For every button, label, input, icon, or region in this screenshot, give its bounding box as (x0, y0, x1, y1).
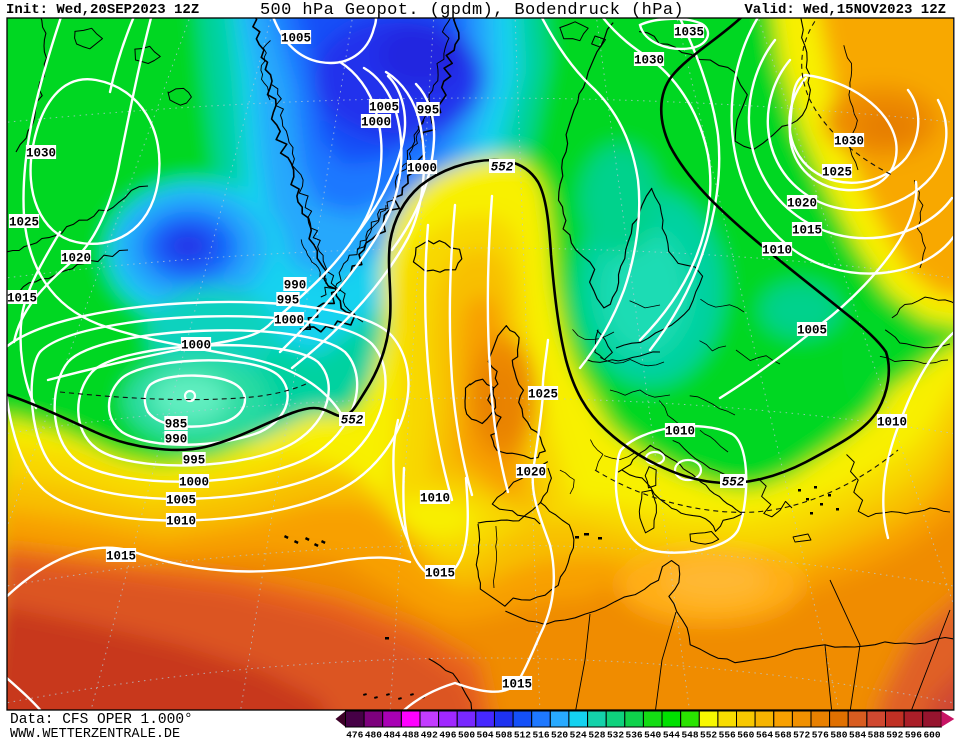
svg-text:995: 995 (277, 294, 300, 308)
svg-text:552: 552 (722, 476, 745, 490)
svg-text:1030: 1030 (26, 147, 56, 161)
svg-text:556: 556 (719, 730, 736, 741)
svg-text:1000: 1000 (274, 314, 304, 328)
svg-text:516: 516 (532, 730, 549, 741)
svg-text:1030: 1030 (634, 54, 664, 68)
svg-text:484: 484 (384, 730, 401, 741)
svg-text:584: 584 (849, 730, 866, 741)
svg-text:WWW.WETTERZENTRALE.DE: WWW.WETTERZENTRALE.DE (10, 727, 180, 741)
svg-text:532: 532 (607, 730, 624, 741)
svg-text:500: 500 (458, 730, 475, 741)
svg-text:Data: CFS OPER 1.000°: Data: CFS OPER 1.000° (10, 712, 193, 728)
svg-text:540: 540 (644, 730, 661, 741)
svg-text:1035: 1035 (674, 26, 704, 40)
svg-text:1025: 1025 (9, 216, 39, 230)
svg-text:552: 552 (700, 730, 717, 741)
svg-text:592: 592 (886, 730, 903, 741)
svg-text:1025: 1025 (528, 388, 558, 402)
svg-text:552: 552 (491, 161, 514, 175)
svg-text:564: 564 (756, 730, 773, 741)
svg-text:1000: 1000 (181, 339, 211, 353)
svg-text:512: 512 (514, 730, 531, 741)
svg-text:1015: 1015 (106, 550, 136, 564)
svg-text:990: 990 (165, 433, 188, 447)
svg-text:548: 548 (681, 730, 698, 741)
svg-text:1005: 1005 (166, 494, 196, 508)
svg-text:1020: 1020 (61, 252, 91, 266)
svg-text:1020: 1020 (787, 197, 817, 211)
svg-text:1025: 1025 (822, 166, 852, 180)
svg-text:1020: 1020 (516, 466, 546, 480)
svg-text:990: 990 (284, 279, 307, 293)
svg-text:552: 552 (341, 414, 364, 428)
svg-text:524: 524 (570, 730, 587, 741)
svg-text:536: 536 (626, 730, 643, 741)
svg-text:Init: Wed,20SEP2023 12Z: Init: Wed,20SEP2023 12Z (6, 2, 199, 18)
svg-text:1000: 1000 (407, 162, 437, 176)
svg-text:995: 995 (417, 104, 440, 118)
svg-text:1005: 1005 (369, 101, 399, 115)
svg-text:1015: 1015 (425, 567, 455, 581)
svg-text:476: 476 (346, 730, 363, 741)
svg-text:520: 520 (551, 730, 568, 741)
svg-text:1005: 1005 (797, 324, 827, 338)
svg-text:560: 560 (737, 730, 754, 741)
svg-text:488: 488 (402, 730, 419, 741)
svg-text:995: 995 (183, 454, 206, 468)
svg-text:1005: 1005 (281, 32, 311, 46)
svg-text:568: 568 (775, 730, 792, 741)
svg-text:508: 508 (495, 730, 512, 741)
svg-text:580: 580 (830, 730, 847, 741)
svg-text:1010: 1010 (420, 492, 450, 506)
svg-text:544: 544 (663, 730, 680, 741)
svg-text:528: 528 (588, 730, 605, 741)
svg-text:500 hPa Geopot. (gpdm), Bodend: 500 hPa Geopot. (gpdm), Bodendruck (hPa) (260, 1, 684, 20)
svg-text:600: 600 (923, 730, 940, 741)
svg-text:1010: 1010 (762, 244, 792, 258)
svg-text:1000: 1000 (361, 116, 391, 130)
svg-text:572: 572 (793, 730, 810, 741)
svg-text:1015: 1015 (502, 678, 532, 692)
svg-text:985: 985 (165, 418, 188, 432)
svg-text:1030: 1030 (834, 135, 864, 149)
svg-text:1015: 1015 (792, 224, 822, 238)
svg-text:Valid: Wed,15NOV2023 12Z: Valid: Wed,15NOV2023 12Z (744, 2, 946, 18)
svg-text:1015: 1015 (7, 292, 37, 306)
svg-text:1010: 1010 (166, 515, 196, 529)
svg-text:588: 588 (868, 730, 885, 741)
svg-text:504: 504 (477, 730, 494, 741)
svg-text:492: 492 (421, 730, 438, 741)
svg-text:576: 576 (812, 730, 829, 741)
svg-text:1000: 1000 (179, 476, 209, 490)
svg-text:480: 480 (365, 730, 382, 741)
svg-text:1010: 1010 (665, 425, 695, 439)
svg-text:496: 496 (439, 730, 456, 741)
svg-text:1010: 1010 (877, 416, 907, 430)
svg-text:596: 596 (905, 730, 922, 741)
